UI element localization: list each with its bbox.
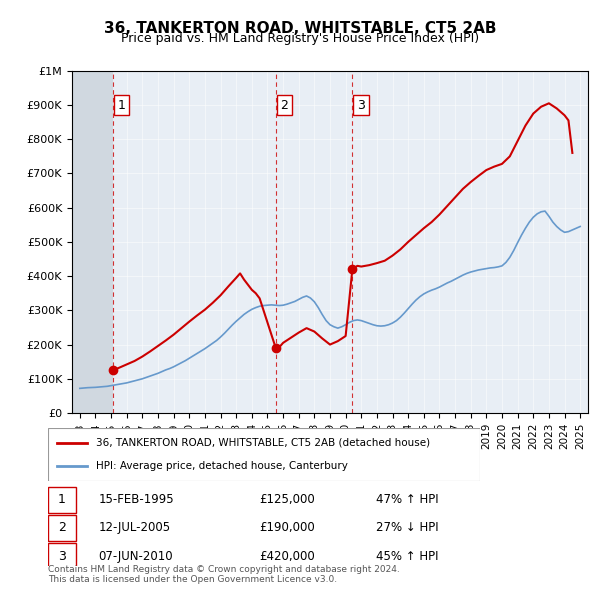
Text: £125,000: £125,000	[260, 493, 316, 506]
Text: 47% ↑ HPI: 47% ↑ HPI	[376, 493, 438, 506]
Text: 2: 2	[280, 99, 289, 112]
FancyBboxPatch shape	[48, 487, 76, 513]
Text: HPI: Average price, detached house, Canterbury: HPI: Average price, detached house, Cant…	[95, 461, 347, 471]
Text: 36, TANKERTON ROAD, WHITSTABLE, CT5 2AB: 36, TANKERTON ROAD, WHITSTABLE, CT5 2AB	[104, 21, 496, 35]
FancyBboxPatch shape	[48, 515, 76, 540]
Text: 2: 2	[58, 522, 65, 535]
Bar	[72, 71, 113, 413]
Text: 15-FEB-1995: 15-FEB-1995	[98, 493, 174, 506]
Text: £420,000: £420,000	[260, 550, 316, 563]
Text: 3: 3	[58, 550, 65, 563]
Text: 36, TANKERTON ROAD, WHITSTABLE, CT5 2AB (detached house): 36, TANKERTON ROAD, WHITSTABLE, CT5 2AB …	[95, 438, 430, 448]
Text: 27% ↓ HPI: 27% ↓ HPI	[376, 522, 438, 535]
FancyBboxPatch shape	[48, 428, 480, 481]
FancyBboxPatch shape	[48, 543, 76, 569]
Text: 07-JUN-2010: 07-JUN-2010	[98, 550, 173, 563]
Text: 45% ↑ HPI: 45% ↑ HPI	[376, 550, 438, 563]
Text: 1: 1	[58, 493, 65, 506]
Text: Contains HM Land Registry data © Crown copyright and database right 2024.
This d: Contains HM Land Registry data © Crown c…	[48, 565, 400, 584]
Text: 3: 3	[357, 99, 365, 112]
Text: 12-JUL-2005: 12-JUL-2005	[98, 522, 170, 535]
Text: Price paid vs. HM Land Registry's House Price Index (HPI): Price paid vs. HM Land Registry's House …	[121, 32, 479, 45]
Text: 1: 1	[118, 99, 125, 112]
Text: £190,000: £190,000	[260, 522, 316, 535]
